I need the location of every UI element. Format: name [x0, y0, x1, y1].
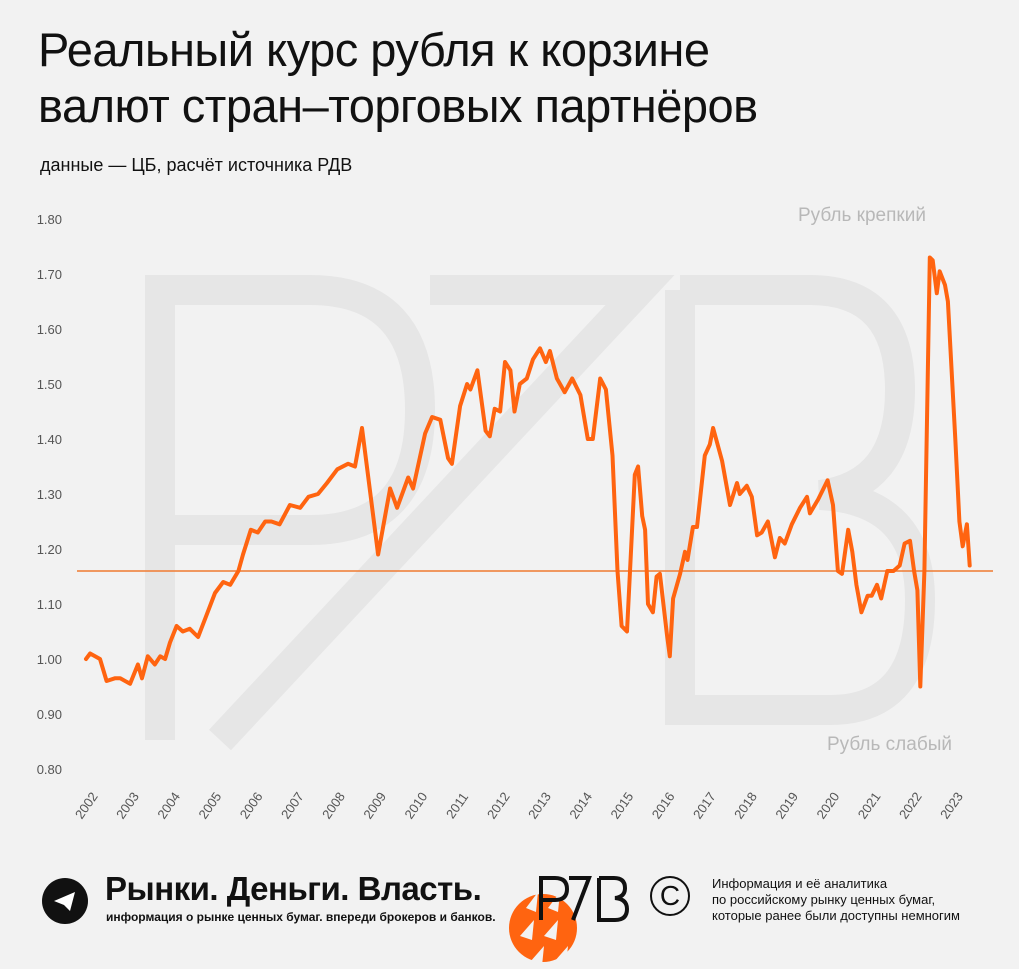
x-tick-label: 2003 — [113, 789, 142, 821]
y-tick-label: 0.90 — [37, 707, 62, 722]
orange-logo-icon — [509, 892, 577, 966]
brand-tagline: информация о рынке ценных бумаг. впереди… — [106, 910, 496, 924]
x-tick-label: 2006 — [237, 789, 266, 821]
x-tick-label: 2023 — [937, 789, 966, 821]
annotation-weak: Рубль слабый — [827, 734, 952, 755]
x-tick-label: 2002 — [72, 789, 101, 821]
x-tick-label: 2017 — [690, 789, 719, 821]
y-tick-label: 1.80 — [37, 212, 62, 227]
info-text: Информация и её аналитика по российскому… — [712, 876, 960, 924]
x-tick-label: 2020 — [813, 789, 842, 821]
y-tick-label: 1.40 — [37, 432, 62, 447]
x-tick-label: 2011 — [443, 790, 471, 822]
page-title: Реальный курс рубля к корзине валют стран… — [38, 22, 758, 134]
pzb-logo — [539, 876, 630, 922]
x-tick-label: 2015 — [607, 789, 636, 821]
subtitle: данные — ЦБ, расчёт источника РДВ — [40, 155, 353, 175]
y-tick-label: 1.20 — [37, 542, 62, 557]
copyright-icon: C — [650, 876, 690, 916]
x-tick-label: 2010 — [401, 789, 430, 821]
info-line-3: которые ранее были доступны немногим — [712, 908, 960, 923]
brand-name: Рынки. Деньги. Власть. — [105, 870, 482, 907]
series-line — [84, 255, 972, 689]
x-tick-label: 2012 — [484, 789, 513, 821]
x-tick-label: 2016 — [649, 789, 678, 821]
y-tick-label: 1.10 — [37, 597, 62, 612]
y-tick-label: 1.70 — [37, 267, 62, 282]
x-tick-label: 2019 — [772, 789, 801, 821]
x-tick-label: 2009 — [360, 789, 389, 821]
x-tick-label: 2021 — [855, 789, 884, 821]
x-tick-label: 2004 — [154, 789, 183, 821]
title-line-1: Реальный курс рубля к корзине — [38, 23, 710, 76]
y-tick-label: 1.30 — [37, 487, 62, 502]
info-line-2: по российскому рынку ценных бумаг, — [712, 892, 936, 907]
x-tick-label: 2014 — [566, 789, 595, 821]
x-tick-label: 2007 — [278, 789, 307, 821]
y-tick-label: 0.80 — [37, 762, 62, 777]
y-tick-label: 1.50 — [37, 377, 62, 392]
x-tick-label: 2013 — [525, 789, 554, 821]
x-tick-label: 2008 — [319, 789, 348, 821]
y-tick-label: 1.00 — [37, 652, 62, 667]
x-tick-label: 2005 — [195, 789, 224, 821]
x-tick-label: 2018 — [731, 789, 760, 821]
x-tick-label: 2022 — [896, 789, 925, 821]
info-line-1: Информация и её аналитика — [712, 876, 888, 891]
telegram-icon[interactable] — [42, 878, 88, 924]
line-chart: 1.80 1.70 1.60 1.50 1.40 1.30 1.20 1.10 1.00 0.90… — [37, 212, 993, 822]
y-tick-label: 1.60 — [37, 322, 62, 337]
annotation-strong: Рубль крепкий — [798, 205, 926, 226]
paper-plane-icon — [54, 892, 75, 911]
title-line-2: валют стран–торговых партнёров — [38, 79, 758, 132]
